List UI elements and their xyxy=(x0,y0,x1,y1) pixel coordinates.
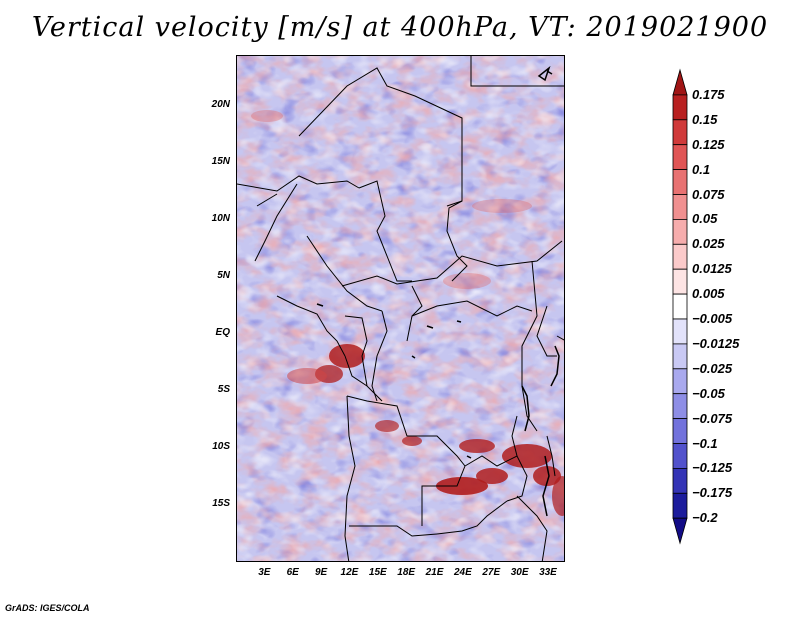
colorbar-swatch xyxy=(672,94,688,121)
colorbar-swatch xyxy=(672,243,688,270)
strong-updraft-cores xyxy=(251,110,564,516)
colorbar-level-label: 0.005 xyxy=(692,286,725,302)
colorbar-level-label: −0.0125 xyxy=(692,335,740,351)
colorbar-swatch xyxy=(672,169,688,195)
vertical-velocity-field xyxy=(237,56,564,561)
colorbar-swatch xyxy=(672,218,688,245)
lat-tick-label: 10S xyxy=(212,441,230,453)
lon-tick-label: 12E xyxy=(340,567,359,578)
colorbar xyxy=(672,68,688,545)
lon-tick-label: 15E xyxy=(368,567,387,578)
colorbar-level-label: −0.2 xyxy=(692,510,718,526)
colorbar-swatch xyxy=(672,119,688,146)
colorbar-swatch xyxy=(672,268,688,295)
colorbar-level-label: −0.175 xyxy=(692,485,733,501)
colorbar-swatch xyxy=(672,443,688,469)
lat-tick-label: 20N xyxy=(211,99,230,111)
colorbar-level-label: 0.125 xyxy=(692,136,725,152)
colorbar-swatch xyxy=(672,293,688,320)
colorbar-level-label: 0.0125 xyxy=(692,261,732,277)
colorbar-swatch xyxy=(672,368,688,395)
lat-tick-label: 5N xyxy=(217,270,230,282)
colorbar-level-label: −0.025 xyxy=(692,360,733,376)
lat-tick-label: 5S xyxy=(217,384,230,396)
colorbar-level-label: 0.075 xyxy=(692,186,725,202)
lat-tick-label: 10N xyxy=(211,213,230,225)
lon-tick-label: 9E xyxy=(314,567,328,578)
colorbar-level-label: 0.175 xyxy=(692,86,725,102)
lon-tick-label: 27E xyxy=(482,567,501,578)
map-panel xyxy=(236,55,565,562)
grads-credit: GrADS: IGES/COLA xyxy=(5,603,90,613)
lon-tick-label: 30E xyxy=(510,567,529,578)
colorbar-level-label: −0.005 xyxy=(692,311,733,326)
lon-tick-label: 18E xyxy=(397,567,416,578)
lon-tick-label: 6E xyxy=(286,567,299,578)
colorbar-swatch xyxy=(672,68,688,96)
colorbar-level-label: 0.1 xyxy=(692,161,711,177)
colorbar-level-label: −0.125 xyxy=(692,460,733,476)
colorbar-swatch xyxy=(672,194,688,220)
colorbar-swatch xyxy=(672,492,688,519)
colorbar-swatch xyxy=(672,318,688,345)
colorbar-level-label: 0.15 xyxy=(692,111,718,127)
colorbar-level-label: 0.05 xyxy=(692,211,718,227)
colorbar-swatch xyxy=(672,393,688,420)
colorbar-swatch xyxy=(672,343,688,370)
colorbar-swatch xyxy=(672,418,688,444)
colorbar-swatch xyxy=(672,517,688,545)
colorbar-swatch xyxy=(672,144,688,170)
lat-tick-label: 15N xyxy=(211,156,230,168)
colorbar-level-label: −0.05 xyxy=(692,385,725,401)
colorbar-level-label: 0.025 xyxy=(692,236,725,252)
colorbar-level-label: −0.075 xyxy=(692,410,733,426)
colorbar-swatch xyxy=(672,467,688,494)
lakes-and-islands xyxy=(316,65,553,459)
lat-tick-label: EQ xyxy=(215,327,230,339)
chart-title: Vertical velocity [m/s] at 400hPa, VT: 2… xyxy=(31,12,769,43)
lon-tick-label: 21E xyxy=(425,567,444,578)
lon-tick-label: 33E xyxy=(539,567,557,578)
lon-tick-label: 3E xyxy=(258,567,271,578)
lat-tick-label: 15S xyxy=(212,498,230,510)
lon-tick-label: 24E xyxy=(453,567,472,578)
colorbar-level-label: −0.1 xyxy=(692,435,718,451)
country-borders xyxy=(237,56,564,561)
